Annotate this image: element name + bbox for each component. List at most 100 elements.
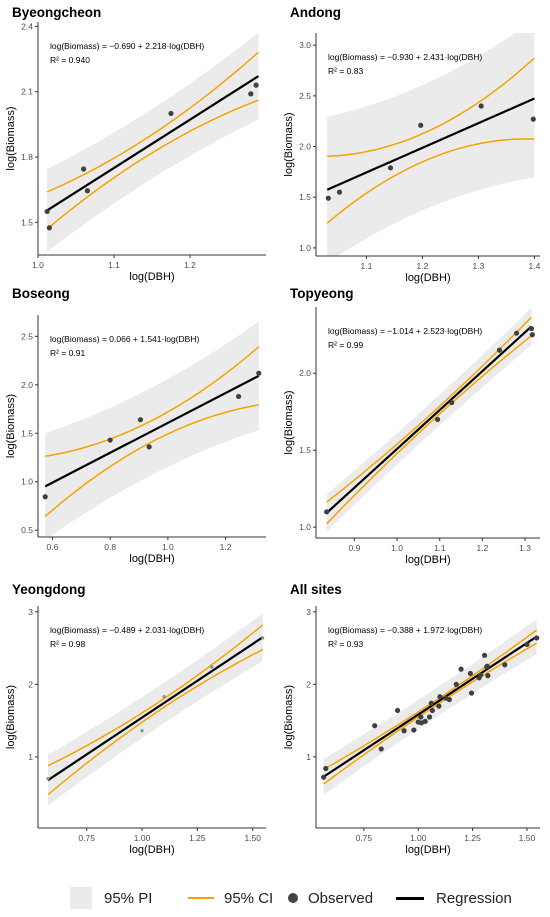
regression-equation: log(Biomass) = −0.489 + 2.031·log(DBH): [50, 625, 204, 635]
plot-area: [42, 321, 262, 537]
y-tick-label: 1.5: [21, 217, 33, 227]
x-tick-label: 1.00: [134, 833, 151, 843]
observed-point: [401, 728, 407, 734]
observed-point: [248, 91, 254, 97]
observed-point: [378, 746, 384, 752]
observed-point: [485, 673, 491, 679]
y-tick-label: 3: [306, 607, 311, 617]
y-tick-label: 1: [28, 752, 33, 762]
x-tick-label: 0.8: [104, 542, 116, 552]
observed-point: [81, 166, 87, 172]
observed-point: [235, 393, 242, 400]
observed-point: [46, 225, 53, 231]
x-tick-label: 1.1: [434, 543, 446, 553]
x-tick-label: 1.50: [519, 833, 536, 843]
chart-panel-2: 1.1 1.2 1.3 1.4 1.0 1.5 2.0 2.5 3.0 log(DBH) log(B…: [283, 5, 541, 284]
observed-point: [426, 714, 433, 720]
observed-point: [44, 208, 50, 215]
x-tick-label: 0.75: [356, 833, 373, 843]
panel-title: All sites: [290, 582, 342, 597]
x-tick-label: 1.0: [162, 542, 174, 552]
observed-point: [435, 416, 441, 423]
chart-panel-6: 0.75 1.00 1.25 1.50 1 2 3 log(DBH) log(Biomass) A…: [283, 582, 540, 856]
ci-lower-line: [326, 335, 532, 525]
y-tick-label: 2: [306, 679, 311, 689]
y-tick-label: 2.0: [299, 142, 311, 152]
observed-point: [336, 189, 343, 195]
observed-point: [496, 347, 503, 353]
observed-point: [387, 165, 394, 171]
observed-point: [458, 666, 464, 672]
observed-point: [46, 777, 50, 781]
plot-area: [44, 32, 259, 252]
x-tick-label: 1.3: [519, 543, 531, 553]
observed-point: [42, 494, 48, 500]
r-squared: R² = 0.98: [50, 639, 85, 649]
observed-point: [324, 509, 330, 515]
ci-lower-line: [46, 99, 259, 230]
r-squared: R² = 0.93: [328, 639, 363, 649]
observed-point: [437, 694, 443, 700]
observed-point: [446, 696, 452, 703]
plot-area: [321, 619, 540, 795]
y-tick-label: 3.0: [299, 40, 311, 50]
x-tick-label: 1.2: [476, 543, 488, 553]
observed-point: [484, 663, 490, 669]
chart-panel-5: 0.75 1.00 1.25 1.50 1 2 3 log(DBH) log(Biomass) Y…: [5, 582, 266, 856]
regression-line: [325, 325, 533, 514]
observed-point: [436, 703, 442, 709]
x-tick-label: 1.2: [416, 261, 428, 271]
chart-panel-1: 1.0 1.1 1.2 1.5 1.8 2.1 2.4 log(DBH) log(Biomass…: [5, 5, 266, 283]
y-axis-title: log(Biomass): [5, 106, 17, 170]
y-tick-label: 2.4: [21, 21, 33, 31]
chart-panel-3: 0.6 0.8 1.0 1.2 0.5 1.0 1.5 2.0 2.5 log(DBH) log(B…: [5, 286, 266, 565]
regression-line: [44, 374, 260, 488]
observed-point: [528, 325, 535, 332]
observed-point: [107, 437, 113, 443]
plot-area: [325, 33, 536, 256]
x-tick-label: 1.4: [528, 261, 540, 271]
observed-point: [468, 690, 475, 696]
observed-point: [321, 774, 327, 780]
y-tick-label: 1.0: [299, 522, 311, 532]
y-tick-label: 2: [28, 679, 33, 689]
observed-point: [449, 399, 455, 406]
observed-point: [162, 695, 166, 699]
x-tick-label: 1.1: [360, 261, 372, 271]
legend-label-observed: Observed: [308, 889, 374, 907]
regression-equation: log(Biomass) = 0.066 + 1.541·log(DBH): [50, 334, 199, 344]
panel-title: Boseong: [12, 286, 70, 301]
legend-label-ci: 95% CI: [224, 889, 274, 907]
observed-point: [453, 681, 459, 687]
legend-item-pi: 95% PI: [70, 886, 152, 910]
regression-equation: log(Biomass) = −0.690 + 2.218·log(DBH): [50, 41, 204, 51]
x-tick-label: 0.75: [78, 833, 95, 843]
x-tick-label: 1.2: [220, 542, 232, 552]
y-axis-title: log(Biomass): [283, 390, 295, 454]
observed-point: [534, 635, 540, 641]
x-tick-label: 1.3: [472, 261, 484, 271]
ci-swatch: [188, 897, 214, 899]
x-tick-label: 1.25: [464, 833, 481, 843]
x-tick-label: 1.2: [184, 260, 196, 270]
observed-point: [418, 122, 424, 128]
legend-label-pi: 95% PI: [104, 889, 153, 907]
ci-upper-line: [327, 57, 535, 158]
y-tick-label: 1.0: [21, 477, 33, 487]
regression-line: [47, 636, 264, 782]
panel-title: Andong: [290, 5, 341, 20]
observed-point: [323, 765, 329, 772]
observed-point: [372, 723, 378, 729]
y-axis-title: log(Biomass): [283, 112, 295, 176]
observed-point: [84, 188, 90, 194]
r-squared: R² = 0.91: [50, 348, 85, 358]
pi-swatch: [70, 887, 92, 909]
observed-point: [478, 103, 484, 109]
chart-panel-4: 0.9 1.0 1.1 1.2 1.3 1.0 1.5 2.0 log(DBH) log(Biom…: [283, 286, 540, 566]
x-axis-title: log(DBH): [405, 554, 450, 566]
y-tick-label: 1.5: [299, 445, 311, 455]
r-squared: R² = 0.99: [328, 340, 363, 350]
y-tick-label: 2.1: [21, 87, 33, 97]
observed-point: [140, 729, 144, 733]
